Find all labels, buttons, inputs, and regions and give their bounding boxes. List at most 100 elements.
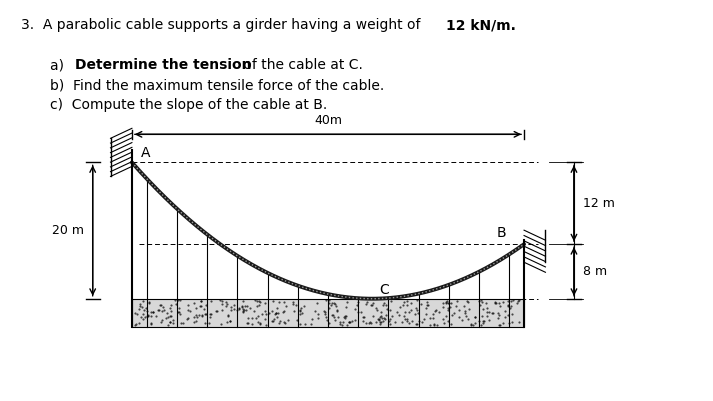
Point — [287, 301, 298, 308]
Point — [194, 303, 205, 309]
Point — [375, 309, 386, 315]
Point — [376, 319, 387, 325]
Point — [281, 303, 292, 310]
Point — [288, 307, 299, 314]
Point — [370, 318, 381, 325]
Point — [381, 302, 392, 308]
Point — [437, 316, 448, 322]
Point — [323, 297, 334, 304]
Point — [394, 304, 406, 311]
Point — [499, 308, 511, 314]
Point — [328, 300, 339, 306]
Point — [252, 312, 264, 319]
Point — [410, 305, 421, 312]
Point — [490, 300, 501, 306]
Point — [133, 305, 145, 312]
Point — [272, 314, 283, 320]
Point — [188, 319, 200, 326]
Point — [142, 313, 153, 320]
Point — [341, 313, 352, 319]
Point — [249, 297, 260, 304]
Point — [445, 300, 456, 306]
Point — [177, 320, 188, 326]
Point — [153, 306, 164, 313]
Point — [378, 314, 389, 321]
Point — [312, 300, 323, 306]
Point — [469, 314, 481, 320]
Point — [228, 302, 240, 308]
Point — [323, 300, 334, 306]
Point — [190, 318, 202, 324]
Point — [367, 299, 379, 306]
Point — [374, 317, 385, 323]
Point — [214, 297, 225, 303]
Text: 40m: 40m — [314, 114, 342, 127]
Point — [381, 306, 393, 313]
Point — [415, 301, 426, 307]
Point — [133, 319, 145, 326]
Point — [148, 309, 159, 315]
Point — [431, 321, 443, 328]
Point — [399, 313, 410, 320]
Point — [405, 300, 416, 306]
Point — [442, 298, 453, 304]
Point — [361, 301, 372, 308]
Point — [155, 302, 167, 308]
Point — [488, 310, 499, 316]
Point — [384, 321, 396, 327]
Point — [353, 299, 364, 305]
Point — [160, 315, 172, 322]
Point — [253, 298, 265, 305]
Point — [259, 308, 270, 314]
Point — [441, 299, 452, 306]
Point — [329, 301, 341, 307]
Point — [481, 309, 493, 316]
Point — [331, 308, 342, 314]
Point — [287, 299, 299, 306]
Point — [401, 316, 413, 322]
Point — [306, 316, 317, 322]
Point — [320, 297, 332, 304]
Point — [165, 313, 177, 319]
Text: B: B — [497, 226, 506, 240]
Point — [331, 307, 342, 313]
Point — [391, 309, 403, 316]
Point — [332, 314, 344, 320]
Point — [199, 311, 210, 317]
Point — [327, 312, 339, 319]
Point — [197, 312, 208, 318]
Point — [462, 298, 473, 305]
Point — [270, 310, 282, 316]
Text: 20 m: 20 m — [52, 224, 84, 237]
Point — [236, 303, 247, 309]
Point — [135, 314, 147, 321]
Point — [167, 320, 178, 326]
Point — [358, 318, 369, 324]
Text: a): a) — [50, 58, 73, 72]
Point — [183, 315, 194, 322]
Point — [138, 306, 149, 313]
Point — [442, 307, 453, 314]
Point — [396, 319, 408, 325]
Point — [342, 321, 353, 328]
Point — [267, 298, 279, 304]
Point — [222, 318, 233, 325]
Point — [441, 313, 452, 319]
Point — [188, 314, 200, 321]
Point — [330, 303, 342, 310]
Text: 8 m: 8 m — [583, 265, 607, 278]
Point — [367, 313, 379, 320]
Point — [255, 299, 266, 306]
Point — [161, 310, 173, 316]
Point — [210, 308, 222, 314]
Point — [474, 302, 486, 308]
Point — [372, 316, 384, 322]
Point — [267, 308, 278, 314]
Point — [237, 308, 249, 314]
Point — [195, 298, 207, 304]
Text: of the cable at C.: of the cable at C. — [239, 58, 363, 72]
Point — [277, 309, 289, 315]
Point — [252, 318, 263, 325]
Point — [427, 315, 438, 322]
Point — [274, 299, 285, 306]
